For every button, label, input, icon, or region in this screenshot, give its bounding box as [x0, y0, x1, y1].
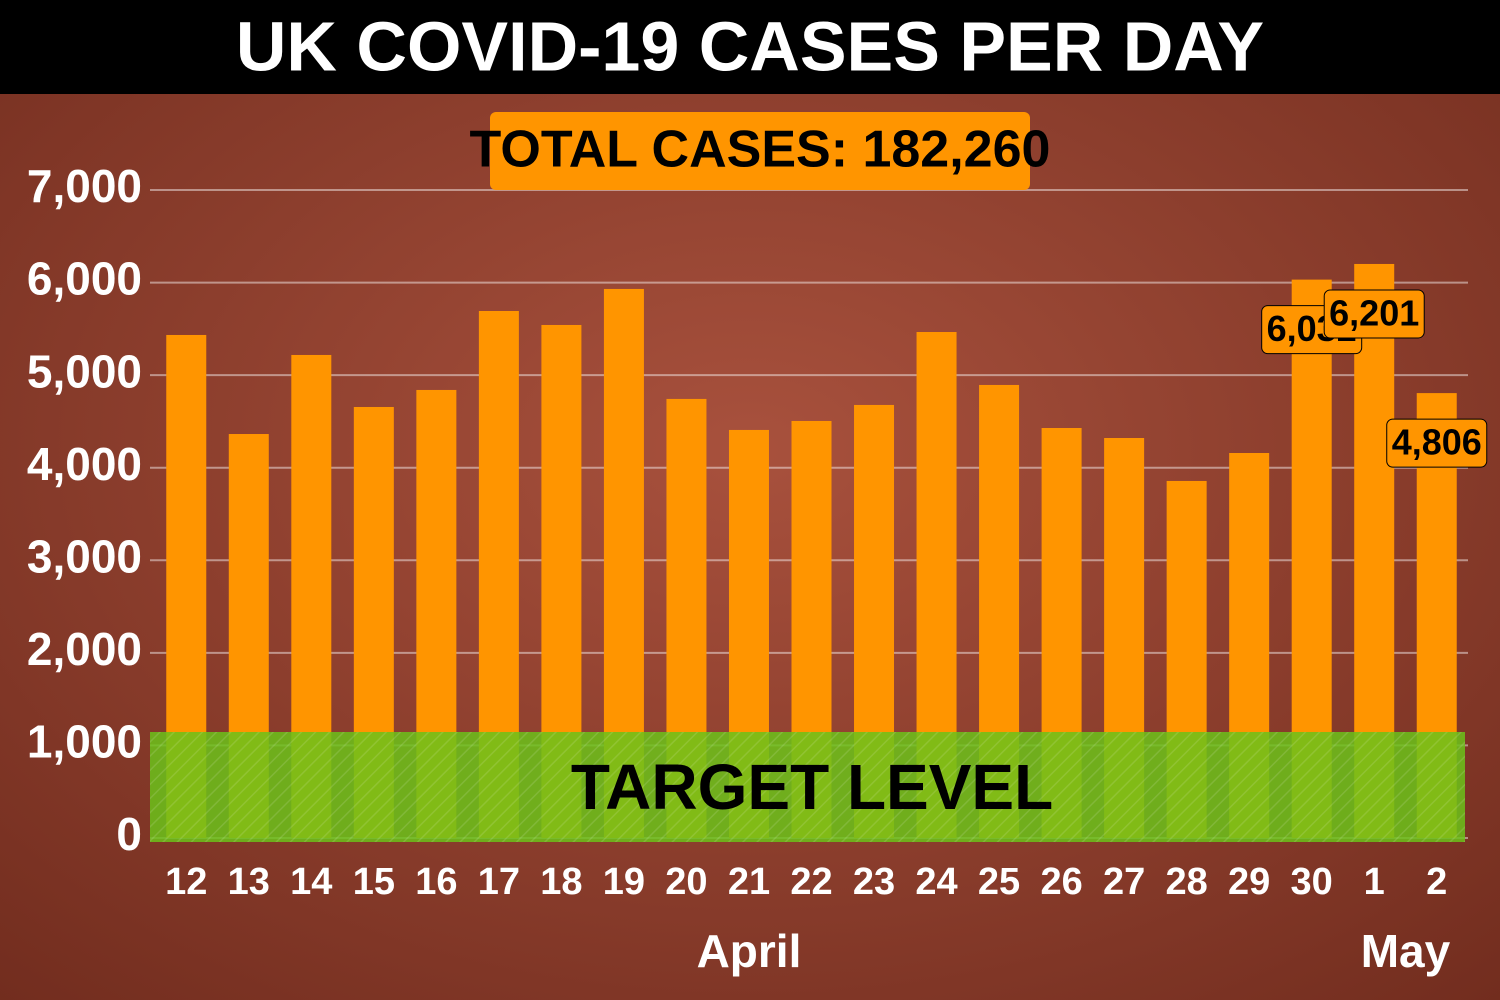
x-tick-label: 21	[728, 861, 770, 903]
x-group-label: May	[1361, 925, 1451, 977]
x-group-label: April	[697, 925, 802, 977]
x-tick-label: 26	[1040, 861, 1082, 903]
x-tick-label: 22	[790, 861, 832, 903]
x-tick-label: 17	[478, 861, 520, 903]
x-tick-label: 20	[665, 861, 707, 903]
x-tick-label: 1	[1364, 861, 1385, 903]
x-tick-label: 25	[978, 861, 1020, 903]
value-label-box	[1386, 418, 1488, 468]
subtitle-box	[490, 112, 1030, 190]
x-tick-label: 27	[1103, 861, 1145, 903]
x-tick-label: 13	[228, 861, 270, 903]
value-label: 6,201	[1329, 292, 1419, 333]
x-tick-label: 15	[353, 861, 395, 903]
y-tick-label: 6,000	[27, 253, 142, 305]
title-bar	[0, 0, 1500, 94]
y-tick-label: 5,000	[27, 345, 142, 397]
x-tick-label: 29	[1228, 861, 1270, 903]
value-label: 4,806	[1392, 422, 1482, 463]
x-tick-label: 18	[540, 861, 582, 903]
value-label-box	[1323, 289, 1425, 339]
target-label: TARGET LEVEL	[571, 751, 1053, 823]
x-tick-label: 30	[1291, 861, 1333, 903]
y-tick-label: 0	[116, 808, 142, 860]
x-tick-label: 16	[415, 861, 457, 903]
chart-title: UK COVID-19 CASES PER DAY	[236, 7, 1264, 85]
y-tick-label: 2,000	[27, 623, 142, 675]
y-tick-label: 3,000	[27, 530, 142, 582]
x-tick-label: 2	[1426, 861, 1447, 903]
x-tick-label: 14	[290, 861, 332, 903]
y-tick-label: 4,000	[27, 438, 142, 490]
x-tick-label: 24	[915, 861, 957, 903]
x-tick-label: 12	[165, 861, 207, 903]
y-tick-label: 7,000	[27, 160, 142, 212]
subtitle: TOTAL CASES: 182,260	[470, 121, 1051, 179]
x-tick-label: 19	[603, 861, 645, 903]
y-tick-label: 1,000	[27, 716, 142, 768]
x-tick-label: 28	[1166, 861, 1208, 903]
target-hatch	[150, 732, 1465, 842]
x-tick-label: 23	[853, 861, 895, 903]
